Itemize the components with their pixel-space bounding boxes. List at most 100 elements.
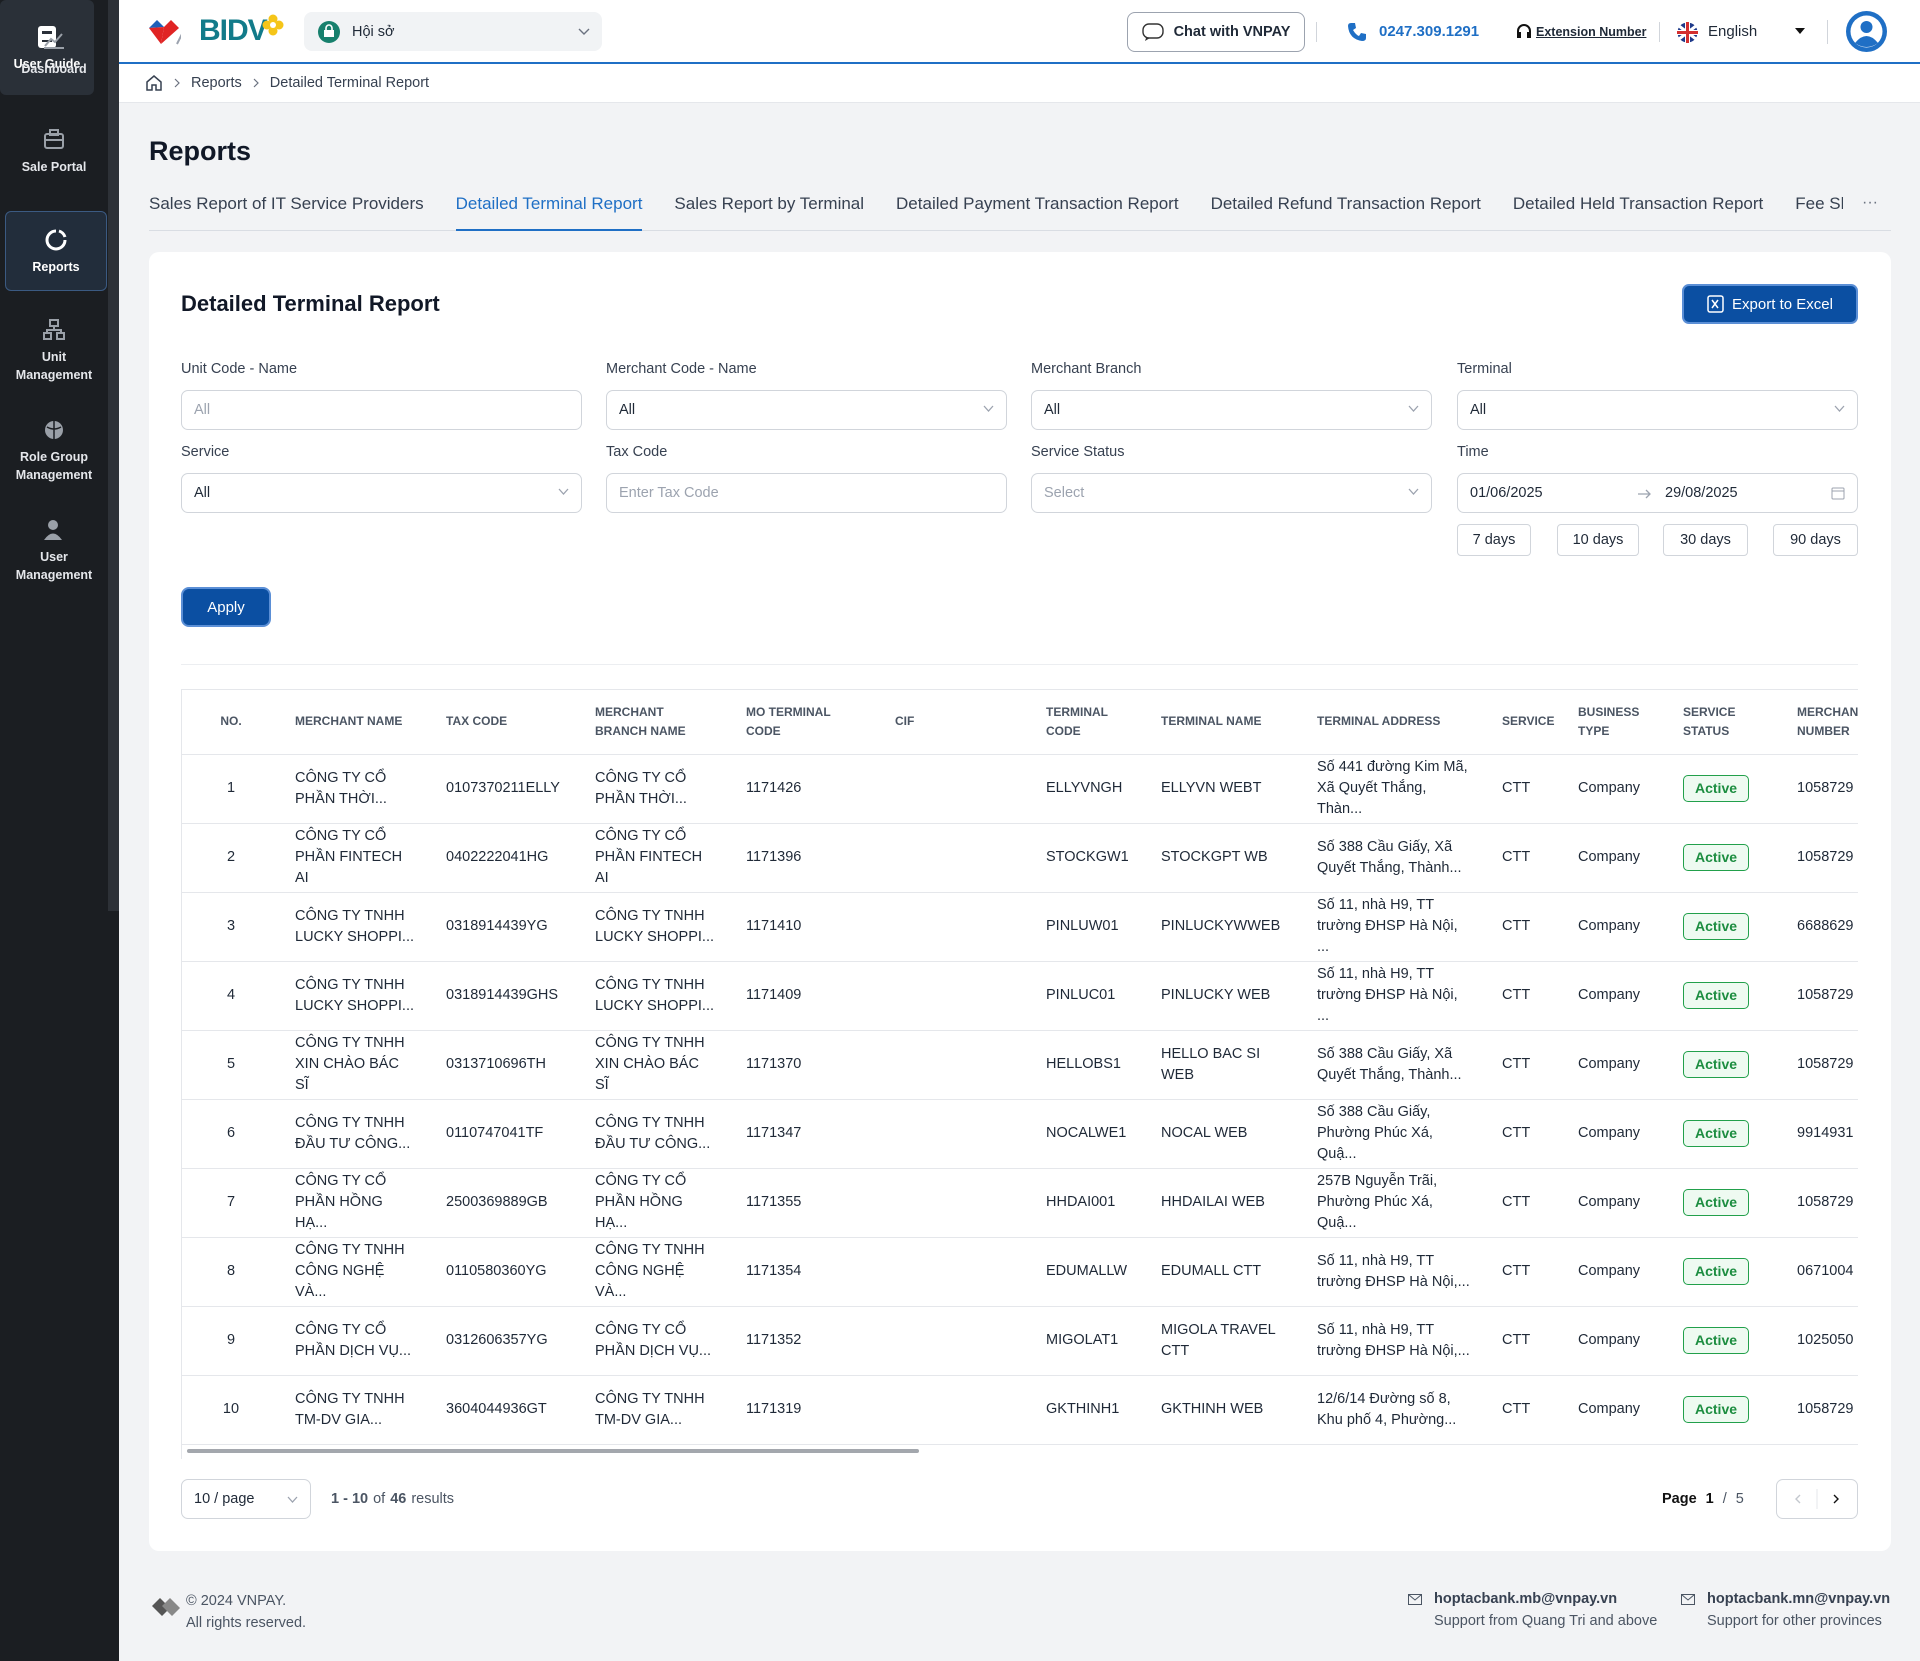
apply-button[interactable]: Apply xyxy=(181,587,271,627)
contact-email[interactable]: hoptacbank.mb@vnpay.vn xyxy=(1408,1588,1657,1610)
unit-select[interactable]: Hội sở xyxy=(304,12,602,51)
tab[interactable]: Detailed Terminal Report xyxy=(456,194,643,231)
page-separator: / xyxy=(1723,1491,1727,1507)
sidebar-label: Reports xyxy=(8,258,104,276)
table-cell xyxy=(880,1237,1031,1306)
table-cell: Active xyxy=(1668,1237,1782,1306)
sidebar-item[interactable]: User Management xyxy=(0,518,108,584)
table-cell: 0671004 xyxy=(1782,1237,1858,1306)
column-header: SERVICE STATUS xyxy=(1668,690,1782,754)
table-cell: CTT xyxy=(1487,1306,1563,1375)
extension-link[interactable]: Extension Number xyxy=(1536,25,1646,39)
home-icon[interactable] xyxy=(145,74,163,92)
chat-button[interactable]: Chat with VNPAY xyxy=(1127,12,1305,52)
logo-flower xyxy=(262,14,284,36)
phone-number[interactable]: 0247.309.1291 xyxy=(1379,23,1479,40)
logo-mark xyxy=(147,18,181,46)
table-cell: CTT xyxy=(1487,823,1563,892)
language[interactable]: English xyxy=(1708,23,1757,40)
sidebar-icon xyxy=(42,30,66,54)
export-label: Export to Excel xyxy=(1732,296,1833,313)
quick-range-button[interactable]: 90 days xyxy=(1773,524,1858,556)
page-size-select[interactable]: 10 / page xyxy=(181,1479,311,1519)
quick-range-button[interactable]: 10 days xyxy=(1557,524,1639,556)
table-cell: 7 xyxy=(182,1168,280,1237)
contact-email[interactable]: hoptacbank.mn@vnpay.vn xyxy=(1681,1588,1890,1610)
table-cell: CÔNG TY TNHH ĐẦU TƯ CÔNG... xyxy=(580,1099,731,1168)
header: BIDV Hội sở Chat with VNPAY 0247.309.129… xyxy=(119,0,1920,64)
pager-arrows[interactable] xyxy=(1777,1480,1857,1518)
table-cell: 0313710696TH xyxy=(431,1030,580,1099)
table-cell: Company xyxy=(1563,754,1668,823)
table-cell: 257B Nguyễn Trãi, Phường Phúc Xá, Quậ... xyxy=(1302,1168,1487,1237)
sidebar-icon xyxy=(42,418,66,442)
sidebar-item[interactable]: Dashboard xyxy=(0,30,108,78)
status-badge: Active xyxy=(1683,1051,1749,1078)
horizontal-scrollbar[interactable] xyxy=(187,1449,919,1453)
filter-input[interactable]: All xyxy=(606,390,1007,430)
quick-range-button[interactable]: 30 days xyxy=(1663,524,1748,556)
table-cell: 2500369889GB xyxy=(431,1168,580,1237)
sidebar-item[interactable]: Reports xyxy=(5,211,107,291)
sidebar-item[interactable]: Unit Management xyxy=(0,318,108,384)
tab[interactable]: Detailed Refund Transaction Report xyxy=(1211,194,1481,231)
export-button[interactable]: Export to Excel xyxy=(1682,284,1858,324)
filter-label: Merchant Code - Name xyxy=(606,361,757,377)
table-cell: PINLUC01 xyxy=(1031,961,1146,1030)
table-cell: 1058729 xyxy=(1782,754,1858,823)
filter-input[interactable]: All xyxy=(181,390,582,430)
filter-input[interactable]: All xyxy=(1031,390,1432,430)
filter-input[interactable]: All xyxy=(1457,390,1858,430)
status-badge: Active xyxy=(1683,1327,1749,1354)
table-cell: CÔNG TY CỔ PHẦN HỒNG HẠ... xyxy=(580,1168,731,1237)
column-header: NO. xyxy=(182,690,280,754)
table-cell: Số 388 Cầu Giấy, Phường Phúc Xá, Quậ... xyxy=(1302,1099,1487,1168)
table-cell: 1171319 xyxy=(731,1375,880,1444)
table-cell: HHDAI001 xyxy=(1031,1168,1146,1237)
tab[interactable]: Sales Report of IT Service Providers xyxy=(149,194,424,231)
table-cell: 1025050 xyxy=(1782,1306,1858,1375)
table-cell: CTT xyxy=(1487,961,1563,1030)
status-badge: Active xyxy=(1683,982,1749,1009)
table-cell: CÔNG TY CỔ PHẦN FINTECH AI xyxy=(580,823,731,892)
table-cell: Số 388 Cầu Giấy, Xã Quyết Thắng, Thành..… xyxy=(1302,823,1487,892)
column-header: BUSINESS TYPE xyxy=(1563,690,1668,754)
mail-icon xyxy=(1681,1594,1695,1605)
breadcrumb-item[interactable]: Reports xyxy=(191,75,242,91)
tab[interactable]: Detailed Payment Transaction Report xyxy=(896,194,1179,231)
chevron xyxy=(1408,405,1419,412)
table-cell: 1058729 xyxy=(1782,1375,1858,1444)
table-cell xyxy=(880,1306,1031,1375)
table-row: 2CÔNG TY CỔ PHẦN FINTECH AI0402222041HGC… xyxy=(182,823,1858,892)
tabs: Sales Report of IT Service Providers Deta… xyxy=(149,194,1891,231)
divider xyxy=(1659,22,1660,42)
logo-text: BIDV xyxy=(199,14,267,48)
chevron xyxy=(1408,488,1419,495)
contact-note: Support from Quang Tri and above xyxy=(1408,1610,1657,1632)
tabs-more[interactable]: ··· xyxy=(1862,194,1878,212)
date-range[interactable]: 01/06/2025 29/08/2025 xyxy=(1457,473,1858,513)
tab[interactable]: Detailed Held Transaction Report xyxy=(1513,194,1763,231)
table-cell: Active xyxy=(1668,1375,1782,1444)
filter-input[interactable]: Enter Tax Code xyxy=(606,473,1007,513)
table-cell: Active xyxy=(1668,961,1782,1030)
current-page: 1 xyxy=(1706,1491,1714,1507)
table-cell: 1058729 xyxy=(1782,961,1858,1030)
table-row: 7CÔNG TY CỔ PHẦN HỒNG HẠ...2500369889GBC… xyxy=(182,1168,1858,1237)
filter-input[interactable]: All xyxy=(181,473,582,513)
filter-value: All xyxy=(1470,402,1486,418)
quick-range-button[interactable]: 7 days xyxy=(1457,524,1531,556)
table-cell: Active xyxy=(1668,1168,1782,1237)
tab[interactable]: Sales Report by Terminal xyxy=(674,194,864,231)
table-cell: 3604044936GT xyxy=(431,1375,580,1444)
table-cell: EDUMALLW xyxy=(1031,1237,1146,1306)
table-cell: Số 11, nhà H9, TT trường ĐHSP Hà Nội,... xyxy=(1302,1237,1487,1306)
breadcrumb-item: Detailed Terminal Report xyxy=(270,75,429,91)
sidebar-item[interactable]: Role Group Management xyxy=(0,418,108,484)
sidebar-item[interactable]: Sale Portal xyxy=(0,128,108,176)
divider xyxy=(181,664,1858,665)
tab[interactable]: Fee Sha xyxy=(1795,194,1843,231)
table-cell: Company xyxy=(1563,1237,1668,1306)
avatar[interactable] xyxy=(1846,11,1887,52)
filter-input[interactable]: Select xyxy=(1031,473,1432,513)
